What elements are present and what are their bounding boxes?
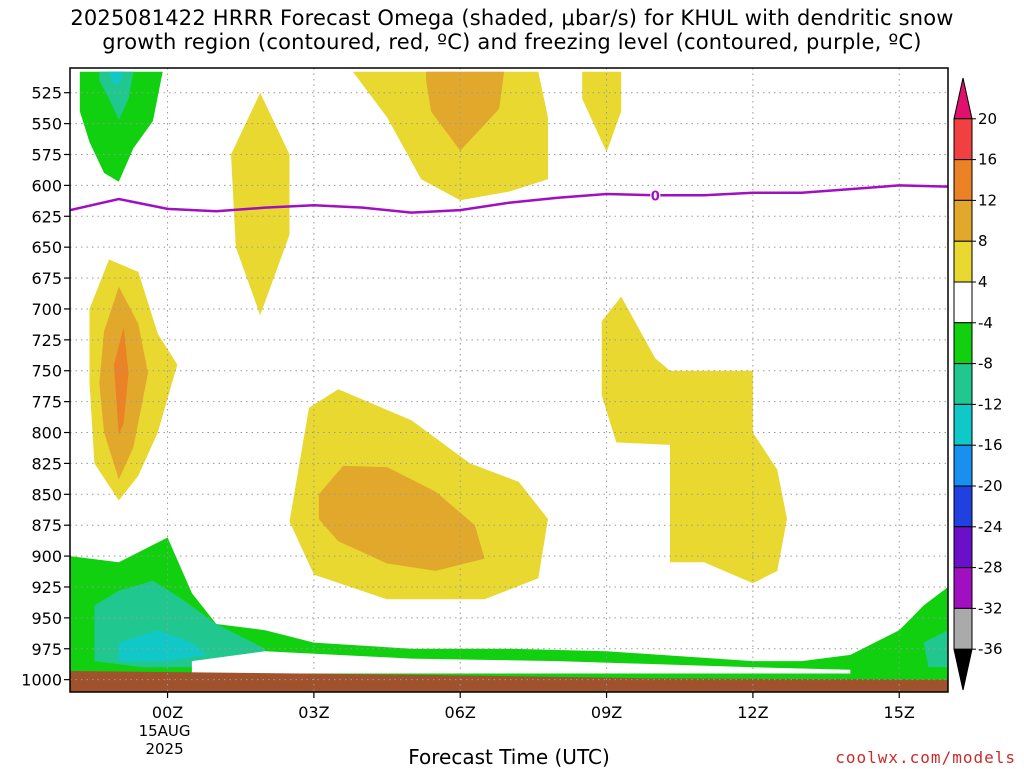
- colorbar-label: -36: [978, 640, 1003, 658]
- omega-region-16: [923, 630, 948, 668]
- colorbar-label: -16: [978, 436, 1003, 454]
- colorbar-label: 20: [978, 110, 997, 128]
- y-tick-label: 725: [31, 331, 62, 350]
- omega-region-13: [70, 537, 948, 686]
- y-tick-label: 950: [31, 609, 62, 628]
- y-tick-label: 750: [31, 362, 62, 381]
- omega-region-0: [79, 71, 163, 182]
- source-credit: coolwx.com/models: [835, 748, 1016, 767]
- y-tick-label: 800: [31, 424, 62, 443]
- colorbar-swatch: [953, 118, 973, 161]
- y-tick-label: 1000: [21, 671, 62, 690]
- colorbar-label: -8: [978, 355, 993, 373]
- omega-region-18: [70, 671, 948, 692]
- freezing-level-line: [70, 184, 948, 214]
- omega-region-12: [601, 296, 787, 584]
- omega-region-9: [113, 327, 129, 435]
- colorbar-swatch: [953, 281, 973, 324]
- colorbar-swatch: [953, 526, 973, 569]
- omega-region-6: [582, 71, 622, 152]
- colorbar-label: -28: [978, 559, 1003, 577]
- x-tick-label: 09Z: [591, 703, 622, 722]
- colorbar-swatch: [953, 485, 973, 528]
- x-tick-label: 06Z: [445, 703, 476, 722]
- y-tick-label: 875: [31, 516, 62, 535]
- y-tick-label: 575: [31, 145, 62, 164]
- freezing-level-layer: 0: [70, 184, 948, 214]
- y-tick-label: 675: [31, 269, 62, 288]
- omega-region-2: [109, 71, 124, 85]
- colorbar-label: -32: [978, 599, 1003, 617]
- omega-region-17: [191, 651, 851, 674]
- title-line-1: 2025081422 HRRR Forecast Omega (shaded, …: [70, 6, 954, 30]
- colorbar-label: -12: [978, 395, 1003, 413]
- plot-frame: [69, 67, 949, 693]
- x-tick-label: 12Z: [737, 703, 768, 722]
- colorbar-swatch: [953, 363, 973, 405]
- colorbar-swatch: [953, 648, 973, 691]
- x-axis-label: Forecast Time (UTC): [408, 745, 610, 769]
- y-axis: 525 550 575 600 625 650 675 700 725 750 775 800 825 8…: [21, 84, 70, 690]
- colorbar-swatch: [953, 322, 973, 365]
- colorbar-label: -24: [978, 518, 1003, 536]
- x-tick-label: 03Z: [298, 703, 329, 722]
- colorbar-swatch: [953, 199, 973, 242]
- y-tick-label: 775: [31, 393, 62, 412]
- omega-region-1: [99, 71, 134, 120]
- colorbar-swatch: [953, 444, 973, 487]
- freezing-level-label: 0: [651, 189, 660, 204]
- colorbar-swatch: [953, 77, 973, 120]
- y-tick-label: 975: [31, 640, 62, 659]
- omega-region-11: [318, 465, 485, 571]
- omega-shading-layer: [70, 68, 948, 692]
- colorbar-label: 4: [978, 273, 988, 291]
- chart-title: 2025081422 HRRR Forecast Omega (shaded, …: [0, 6, 1024, 54]
- y-tick-label: 850: [31, 485, 62, 504]
- colorbar-swatch: [953, 607, 973, 650]
- y-tick-label: 625: [31, 207, 62, 226]
- y-tick-label: 650: [31, 238, 62, 257]
- y-tick-label: 700: [31, 300, 62, 319]
- colorbar-label: 8: [978, 232, 988, 250]
- y-tick-label: 525: [31, 84, 62, 103]
- colorbar-swatch: [953, 567, 973, 609]
- y-tick-label: 600: [31, 176, 62, 195]
- x-tick-sublabel: 15AUG: [139, 722, 191, 740]
- grid-lines: [70, 68, 948, 692]
- colorbar-swatch: [953, 159, 973, 201]
- x-tick-sublabel: 2025: [145, 740, 183, 758]
- y-tick-label: 825: [31, 454, 62, 473]
- colorbar-swatch: [953, 403, 973, 446]
- omega-region-3: [231, 92, 290, 316]
- colorbar-label: 12: [978, 191, 997, 209]
- colorbar-swatch: [953, 240, 973, 283]
- title-line-2: growth region (contoured, red, ºC) and f…: [102, 30, 922, 54]
- y-tick-label: 900: [31, 547, 62, 566]
- colorbar: 20 16 12 8 4 -4 -8 -12 -16 -20 -24 -28 -32 -36: [953, 77, 1003, 691]
- colorbar-label: -4: [978, 314, 993, 332]
- x-tick-label: 15Z: [884, 703, 915, 722]
- omega-region-15: [118, 630, 207, 662]
- x-tick-label: 00Z: [152, 703, 183, 722]
- omega-region-5: [426, 71, 505, 151]
- y-tick-label: 550: [31, 115, 62, 134]
- y-tick-label: 925: [31, 578, 62, 597]
- freezing-level-label-bg: [650, 188, 661, 203]
- colorbar-label: -20: [978, 477, 1003, 495]
- colorbar-label: 16: [978, 151, 997, 169]
